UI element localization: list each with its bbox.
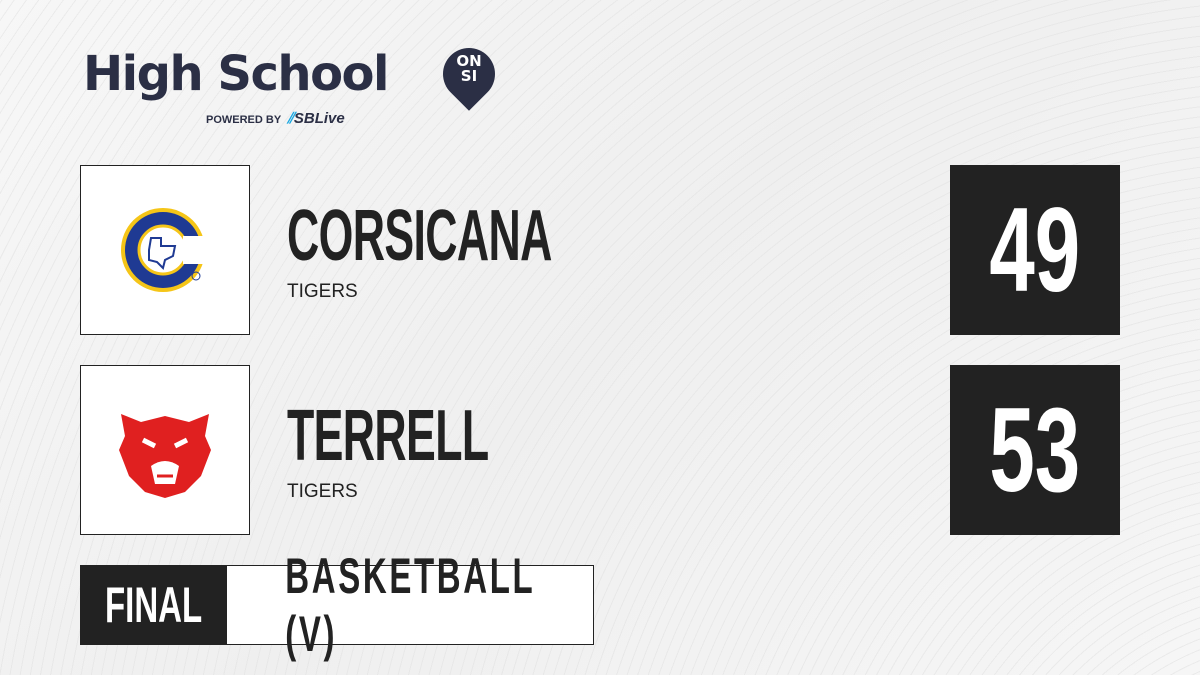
team-score: 53 xyxy=(950,365,1120,535)
partner-logo: SBLive xyxy=(293,110,345,127)
team-logo-terrell xyxy=(80,365,250,535)
team-name: CORSICANA xyxy=(287,196,552,276)
powered-by: POWERED BY ⫽SBLive xyxy=(206,110,345,127)
team-mascot: TIGERS xyxy=(287,481,358,502)
corsicana-c-logo-icon xyxy=(121,208,209,292)
sport-label: BASKETBALL (V) xyxy=(285,548,535,662)
team-score: 49 xyxy=(950,165,1120,335)
status-badge: FINAL xyxy=(81,566,227,644)
game-status-bar: FINAL BASKETBALL (V) xyxy=(80,548,594,662)
high-school-on-si-logo: High School ON SI POWERED BY ⫽SBLive xyxy=(83,37,506,127)
team-logo-corsicana xyxy=(80,165,250,335)
brand-title: High School xyxy=(83,46,389,102)
team-mascot: TIGERS xyxy=(287,281,358,302)
brand-badge: ON SI xyxy=(456,52,482,85)
tiger-head-logo-icon xyxy=(119,414,211,498)
team-name: TERRELL xyxy=(287,396,489,476)
